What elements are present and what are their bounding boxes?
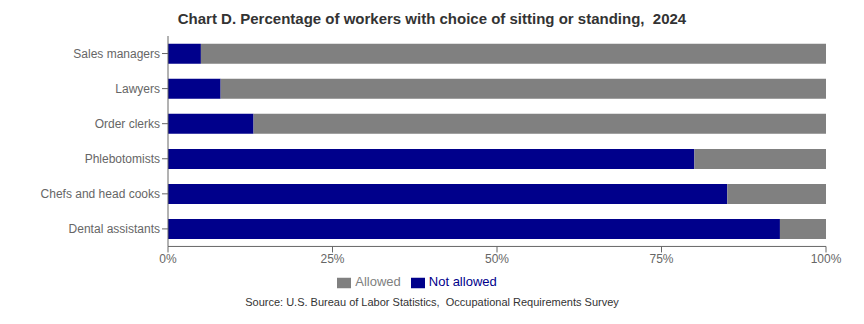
html-text:Not allowed: Not allowed [428,274,497,290]
svg-text:Lawyers: Lawyers [115,82,160,96]
svg-text:Order clerks: Order clerks [95,117,160,131]
html-text:Chart D. Percentage of workers: Chart D. Percentage of workers with choi… [177,10,687,27]
svg-text:50%: 50% [485,252,509,266]
svg-text:25%: 25% [320,252,344,266]
svg-text:Chefs and head cooks: Chefs and head cooks [41,187,160,201]
svg-text:Phlebotomists: Phlebotomists [85,152,160,166]
svg-text:75%: 75% [649,252,673,266]
html-text:Allowed: Allowed [355,274,401,290]
svg-text:0%: 0% [159,252,177,266]
html-text:Source: U.S. Bureau of Labor S: Source: U.S. Bureau of Labor Statistics,… [245,296,619,308]
svg-text:Sales managers: Sales managers [73,47,160,61]
svg-text:Dental assistants: Dental assistants [69,222,160,236]
svg-text:100%: 100% [811,252,842,266]
